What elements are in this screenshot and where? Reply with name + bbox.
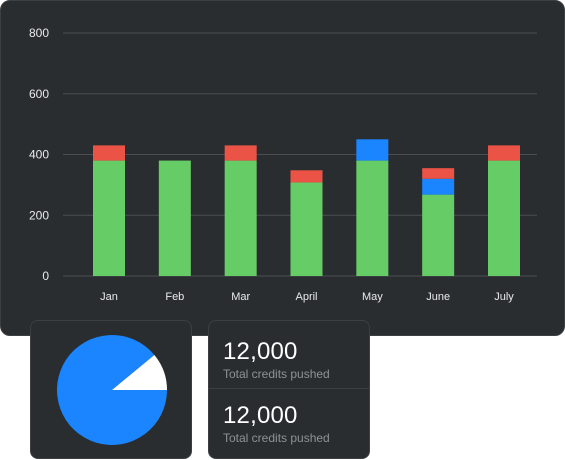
credits-stats-card: 12,000 Total credits pushed 12,000 Total…	[208, 320, 370, 459]
y-tick-label: 800	[29, 26, 49, 40]
x-tick-label: Mar	[231, 291, 250, 303]
pie-slice	[57, 334, 167, 445]
bar-segment	[158, 160, 191, 276]
stat-label: Total credits pushed	[223, 367, 330, 381]
y-tick-label: 0	[42, 269, 49, 283]
x-tick-label: June	[426, 291, 450, 303]
bar-segment	[356, 160, 389, 276]
pie-chart-card	[30, 320, 192, 459]
bar-chart: 0 200 400 600 800 Jan Feb Mar April May June July	[29, 26, 537, 303]
y-tick-label: 400	[29, 148, 49, 162]
bar-segment	[422, 168, 455, 179]
bar-segment	[290, 182, 323, 276]
stat-label: Total credits pushed	[223, 431, 330, 445]
pie-slice	[112, 354, 167, 390]
bar-chart-card: 0 200 400 600 800 Jan Feb Mar April May June July	[0, 0, 565, 336]
x-tick-label: April	[295, 291, 317, 303]
stats-divider	[209, 388, 369, 389]
bar-segment	[93, 145, 125, 161]
x-tick-label: Feb	[165, 291, 184, 303]
bar-segment	[224, 160, 257, 276]
bar-segment	[93, 160, 125, 276]
x-tick-label: July	[494, 291, 514, 303]
stat-value: 12,000	[223, 338, 298, 365]
bar-segment	[422, 178, 455, 195]
bar-segment	[290, 170, 323, 183]
stat-item: 12,000 Total credits pushed	[223, 339, 369, 382]
bar-segment	[356, 139, 389, 161]
bar-segment	[488, 160, 520, 276]
bar-segment	[224, 145, 257, 161]
x-tick-label: May	[362, 291, 383, 303]
pie-chart	[57, 334, 167, 445]
stat-item: 12,000 Total credits pushed	[223, 403, 369, 446]
bar-segment	[488, 145, 520, 161]
y-tick-label: 200	[29, 208, 49, 222]
bar-segment	[422, 194, 455, 276]
y-tick-label: 600	[29, 87, 49, 101]
stat-value: 12,000	[223, 402, 298, 429]
x-tick-label: Jan	[100, 291, 118, 303]
